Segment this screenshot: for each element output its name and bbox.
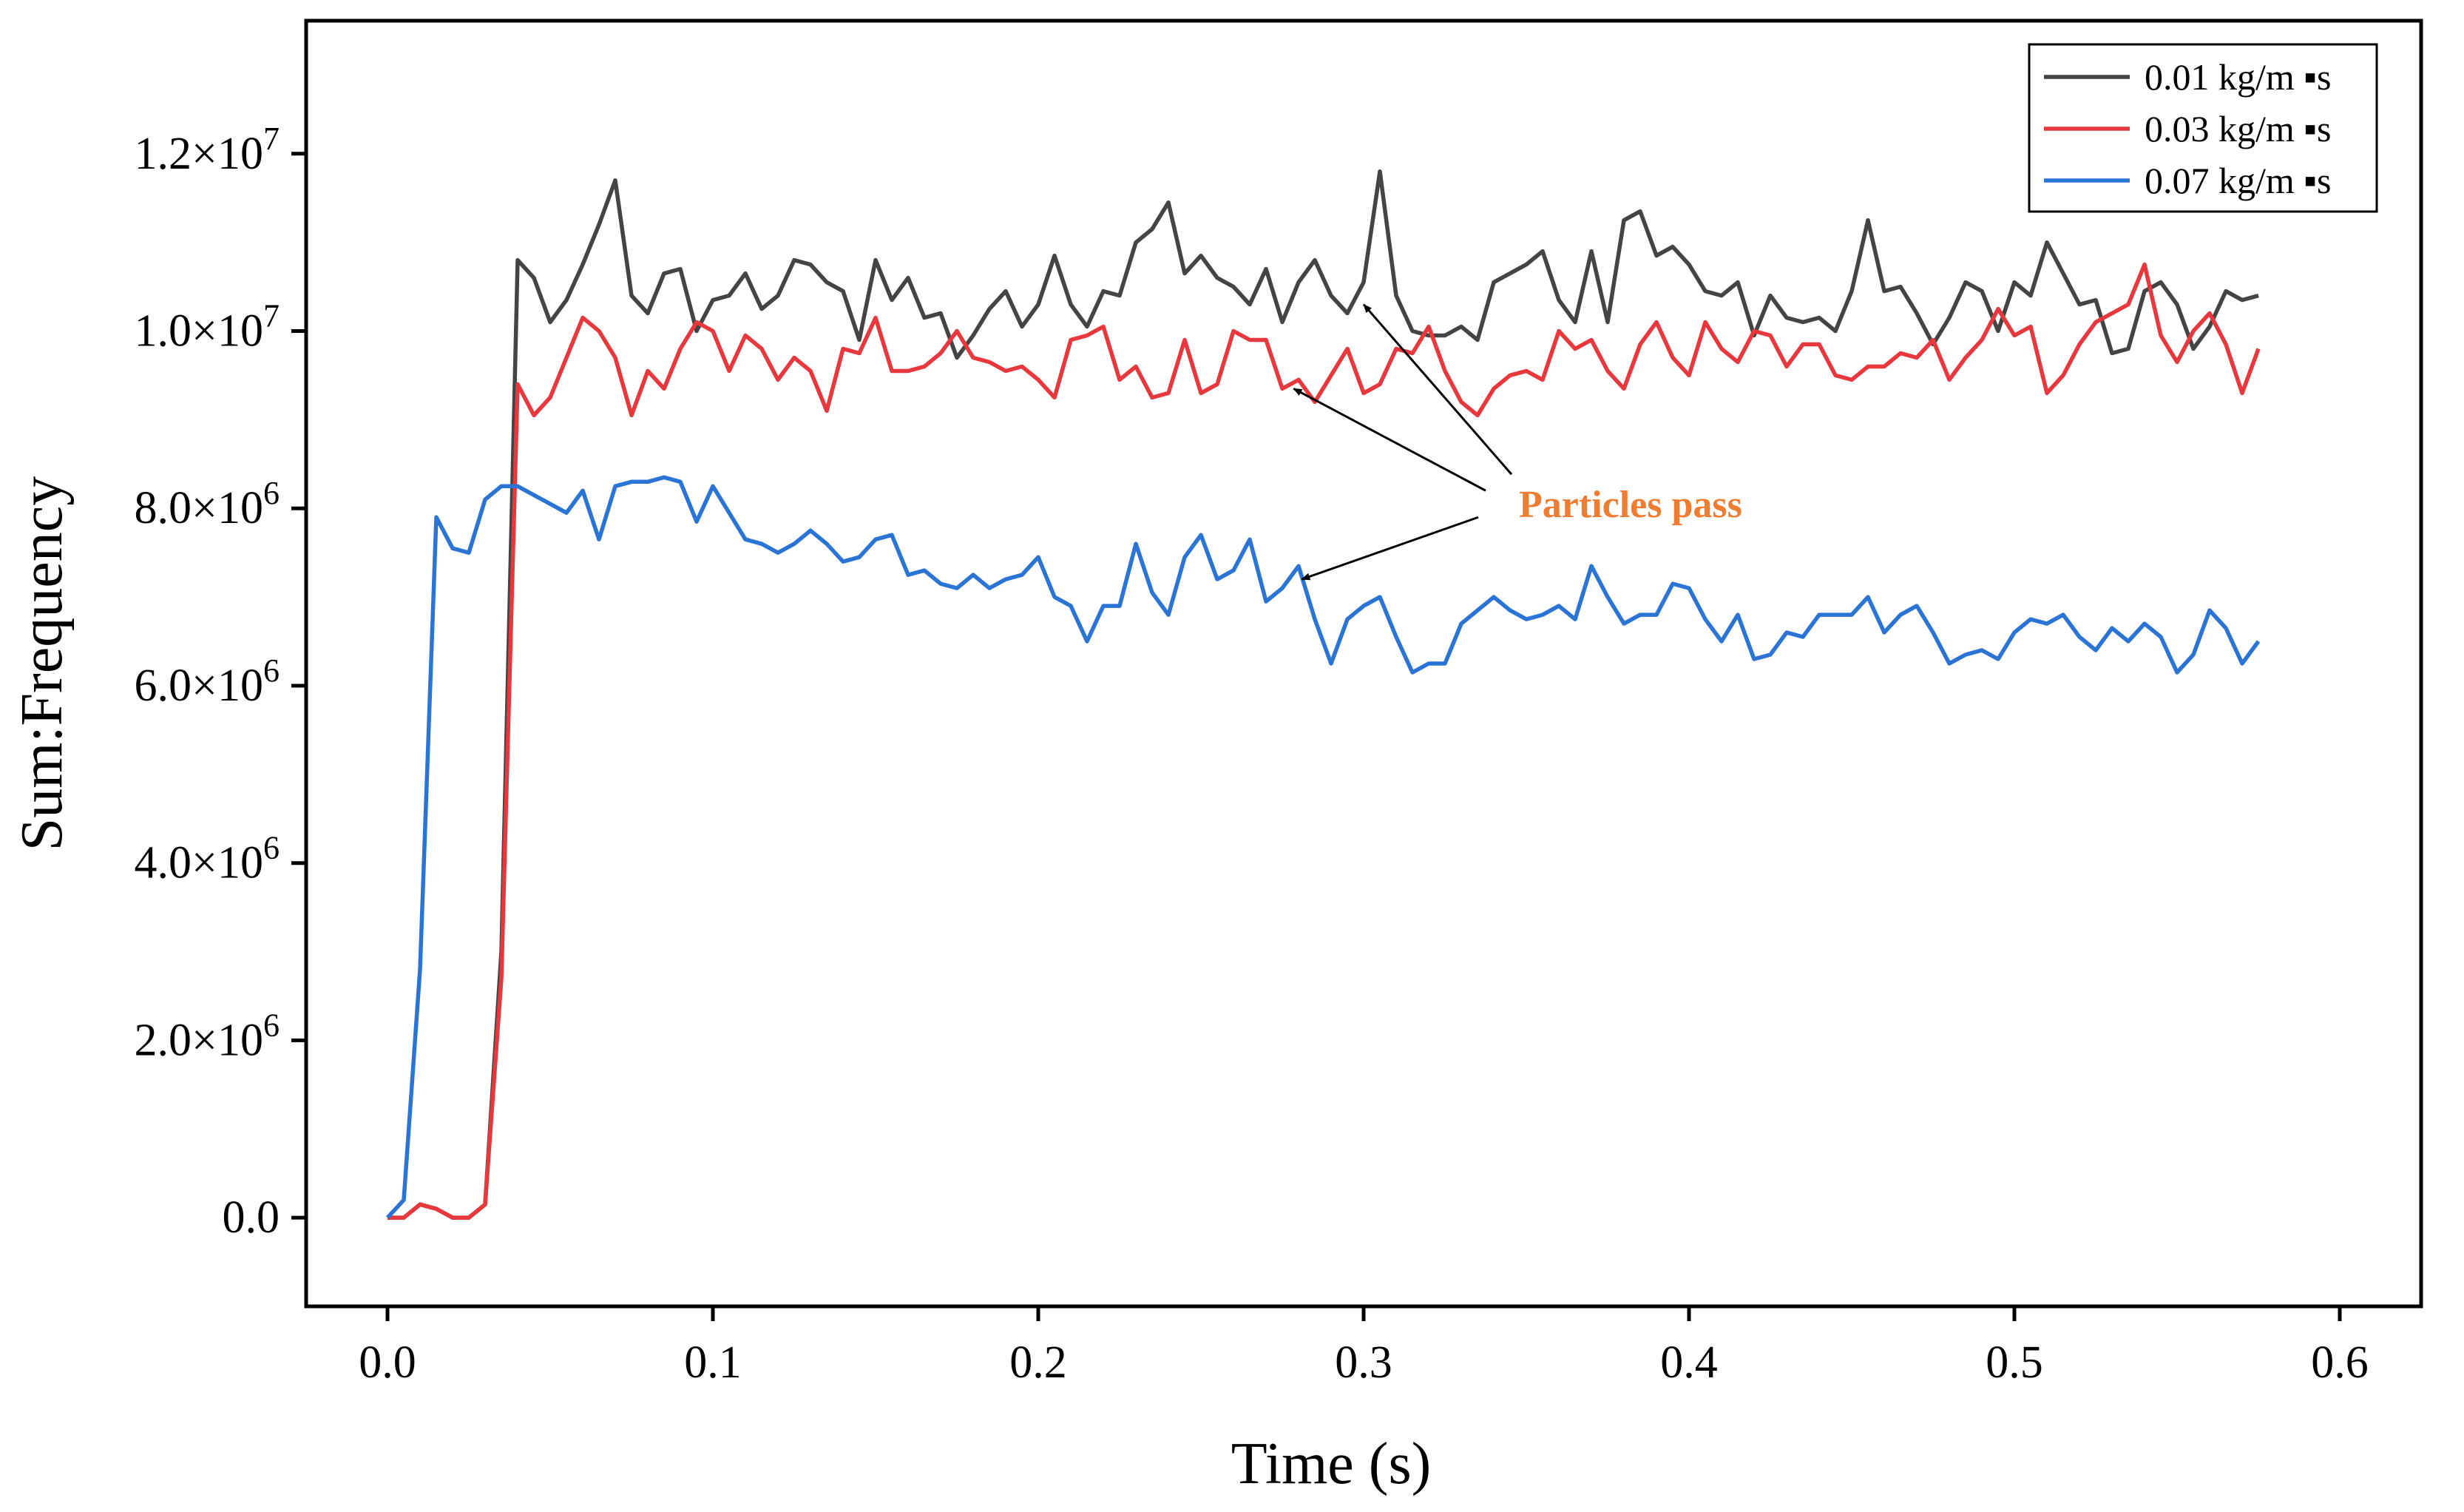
y-tick-exponent: 6 xyxy=(263,830,280,866)
y-tick-exponent: 7 xyxy=(263,298,280,334)
annotation-text: Particles pass xyxy=(1519,484,1742,526)
annotation-arrow xyxy=(1362,303,1513,476)
y-tick-exponent: 6 xyxy=(263,475,280,511)
y-tick-mantissa: 4.0×10 xyxy=(135,838,263,888)
y-tick-mantissa: 1.0×10 xyxy=(135,306,263,357)
annotation-layer: Particles pass xyxy=(1293,303,1742,581)
y-tick-mantissa: 2.0×10 xyxy=(135,1015,263,1065)
legend: 0.01 kg/m ▪s 0.03 kg/m ▪s 0.07 kg/m ▪s xyxy=(2028,43,2378,213)
y-tick-exponent: 6 xyxy=(263,1007,280,1043)
y-axis-ticks: 0.02.0×1064.0×1066.0×1068.0×1061.0×1071.… xyxy=(135,121,306,1243)
x-tick-label: 0.5 xyxy=(1986,1337,2043,1388)
series-line-1 xyxy=(387,169,2259,1220)
legend-label-2: 0.03 kg/m ▪s xyxy=(2145,108,2331,149)
legend-label-1: 0.01 kg/m ▪s xyxy=(2145,56,2331,98)
y-tick-label: 8.0×106 xyxy=(135,475,280,533)
x-tick-label: 0.4 xyxy=(1660,1337,1718,1388)
y-tick-mantissa: 0.0 xyxy=(223,1192,280,1243)
x-tick-label: 0.2 xyxy=(1009,1337,1067,1388)
y-tick-mantissa: 8.0×10 xyxy=(135,483,263,533)
y-tick-label: 1.0×107 xyxy=(135,298,280,357)
series-layer xyxy=(385,169,2261,1220)
y-axis-title: Sum:Frequency xyxy=(10,476,75,851)
legend-label-3: 0.07 kg/m ▪s xyxy=(2145,160,2331,201)
y-tick-exponent: 7 xyxy=(263,121,280,157)
y-tick-exponent: 6 xyxy=(263,652,280,689)
x-axis-ticks: 0.0 0.1 0.2 0.3 0.4 0.5 0.6 xyxy=(359,1306,2369,1388)
y-tick-mantissa: 6.0×10 xyxy=(135,661,263,711)
y-tick-label: 4.0×106 xyxy=(135,830,280,888)
series-line-2 xyxy=(387,262,2261,1220)
x-tick-label: 0.1 xyxy=(684,1337,742,1388)
x-tick-label: 0.6 xyxy=(2311,1337,2369,1388)
y-tick-label: 0.0 xyxy=(223,1192,280,1243)
y-tick-label: 2.0×106 xyxy=(135,1007,280,1065)
annotation-arrow xyxy=(1301,516,1479,581)
y-tick-mantissa: 1.2×10 xyxy=(135,129,263,179)
plot-frame xyxy=(304,18,2423,1309)
y-tick-label: 6.0×106 xyxy=(135,652,280,711)
x-tick-label: 0.0 xyxy=(359,1337,416,1388)
annotation-arrow xyxy=(1293,388,1486,492)
series-line-3 xyxy=(385,475,2261,1219)
x-tick-label: 0.3 xyxy=(1335,1337,1392,1388)
x-axis-title: Time (s) xyxy=(1231,1431,1431,1496)
y-tick-label: 1.2×107 xyxy=(135,121,280,179)
